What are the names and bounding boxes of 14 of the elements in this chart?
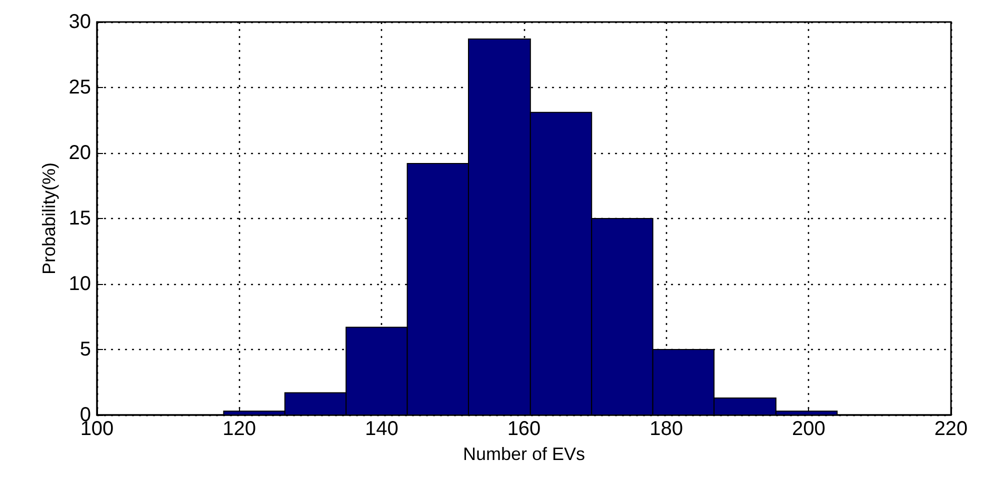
y-tick-label: 5 (80, 338, 91, 360)
y-tick-label: 20 (68, 142, 91, 164)
y-tick-label: 10 (68, 273, 91, 295)
x-tick-label: 220 (934, 418, 968, 440)
y-tick-label: 15 (68, 208, 91, 230)
y-tick-label: 25 (68, 76, 91, 98)
y-tick-label: 30 (68, 11, 91, 33)
x-tick-label: 140 (364, 418, 398, 440)
y-axis-title: Probability(%) (38, 162, 59, 275)
x-tick-label: 180 (650, 418, 684, 440)
x-tick-label: 160 (507, 418, 541, 440)
x-tick-label: 200 (792, 418, 826, 440)
x-axis-title: Number of EVs (462, 444, 586, 464)
x-tick-label: 120 (222, 418, 256, 440)
